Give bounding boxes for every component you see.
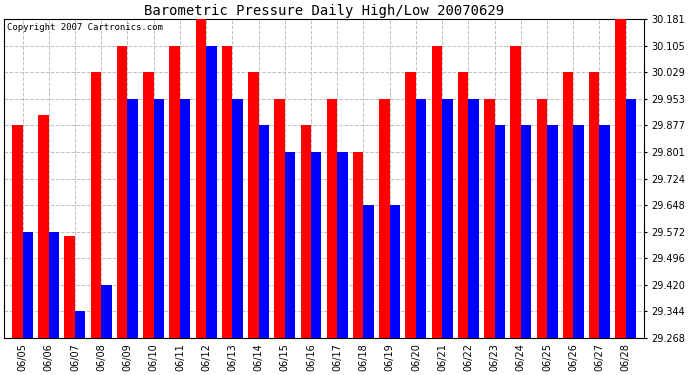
Bar — [12, 125, 23, 338]
Bar — [442, 99, 453, 338]
Bar — [416, 99, 426, 338]
Bar — [259, 125, 269, 338]
Bar — [285, 152, 295, 338]
Bar — [563, 72, 573, 338]
Bar — [248, 72, 259, 338]
Bar — [353, 152, 364, 338]
Bar — [484, 99, 495, 338]
Bar — [521, 125, 531, 338]
Bar — [90, 72, 101, 338]
Bar — [38, 115, 49, 338]
Bar — [547, 125, 558, 338]
Bar — [75, 312, 86, 338]
Bar — [337, 152, 348, 338]
Bar — [495, 125, 505, 338]
Bar — [432, 46, 442, 338]
Bar — [154, 99, 164, 338]
Bar — [615, 20, 626, 338]
Bar — [301, 125, 311, 338]
Bar — [206, 46, 217, 338]
Bar — [380, 99, 390, 338]
Bar — [458, 72, 469, 338]
Bar — [233, 99, 243, 338]
Bar — [469, 99, 479, 338]
Bar — [311, 152, 322, 338]
Bar — [406, 72, 416, 338]
Bar — [117, 46, 128, 338]
Bar — [327, 99, 337, 338]
Bar — [143, 72, 154, 338]
Bar — [390, 206, 400, 338]
Bar — [511, 46, 521, 338]
Bar — [49, 232, 59, 338]
Text: Copyright 2007 Cartronics.com: Copyright 2007 Cartronics.com — [8, 22, 164, 32]
Bar — [573, 125, 584, 338]
Title: Barometric Pressure Daily High/Low 20070629: Barometric Pressure Daily High/Low 20070… — [144, 4, 504, 18]
Bar — [195, 20, 206, 338]
Bar — [364, 206, 374, 338]
Bar — [128, 99, 138, 338]
Bar — [537, 99, 547, 338]
Bar — [180, 99, 190, 338]
Bar — [23, 232, 33, 338]
Bar — [275, 99, 285, 338]
Bar — [600, 125, 610, 338]
Bar — [626, 99, 636, 338]
Bar — [64, 236, 75, 338]
Bar — [101, 285, 112, 338]
Bar — [169, 46, 180, 338]
Bar — [222, 46, 233, 338]
Bar — [589, 72, 600, 338]
